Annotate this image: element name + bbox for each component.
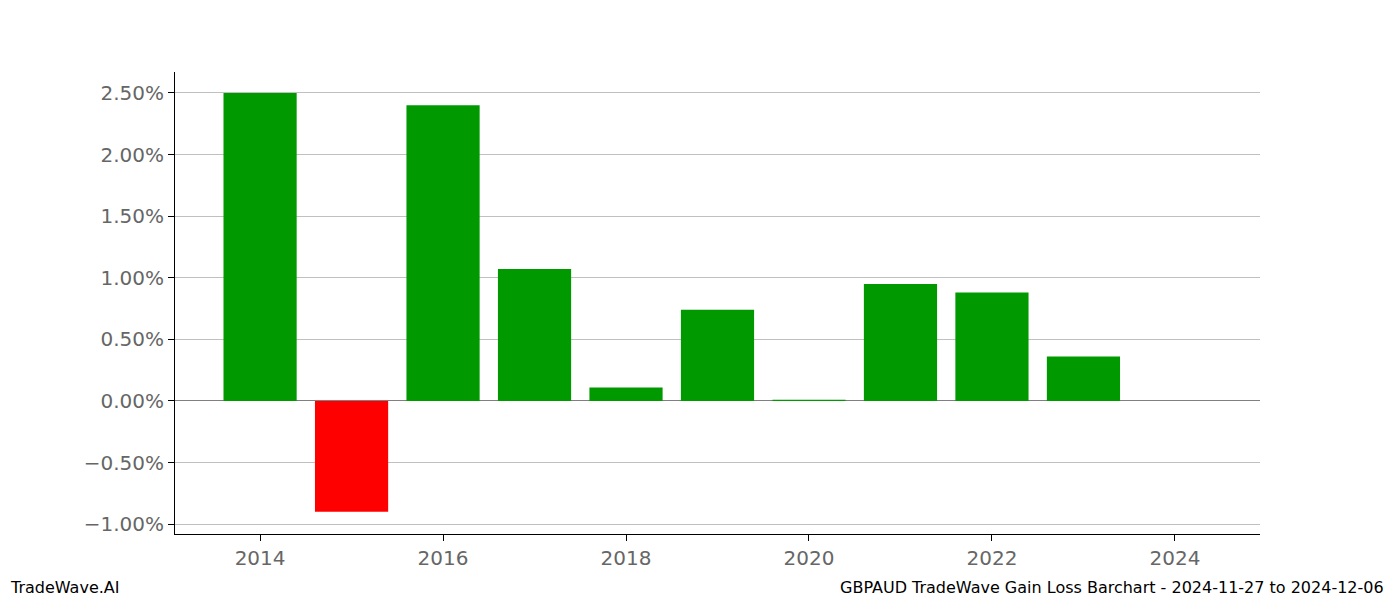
svg-text:0.50%: 0.50% [100,327,164,351]
svg-text:2022: 2022 [966,546,1017,570]
svg-text:1.50%: 1.50% [100,204,164,228]
svg-text:2.00%: 2.00% [100,143,164,167]
svg-text:2018: 2018 [601,546,652,570]
svg-text:TradeWave.AI: TradeWave.AI [10,578,119,597]
svg-text:−0.50%: −0.50% [84,451,164,475]
svg-text:−1.00%: −1.00% [84,512,164,536]
svg-text:2024: 2024 [1149,546,1200,570]
svg-text:2020: 2020 [784,546,835,570]
svg-text:2.50%: 2.50% [100,81,164,105]
svg-text:GBPAUD TradeWave Gain Loss Bar: GBPAUD TradeWave Gain Loss Barchart - 20… [840,578,1384,597]
svg-text:0.00%: 0.00% [100,389,164,413]
svg-text:2014: 2014 [235,546,286,570]
svg-text:2016: 2016 [418,546,469,570]
svg-text:1.00%: 1.00% [100,266,164,290]
